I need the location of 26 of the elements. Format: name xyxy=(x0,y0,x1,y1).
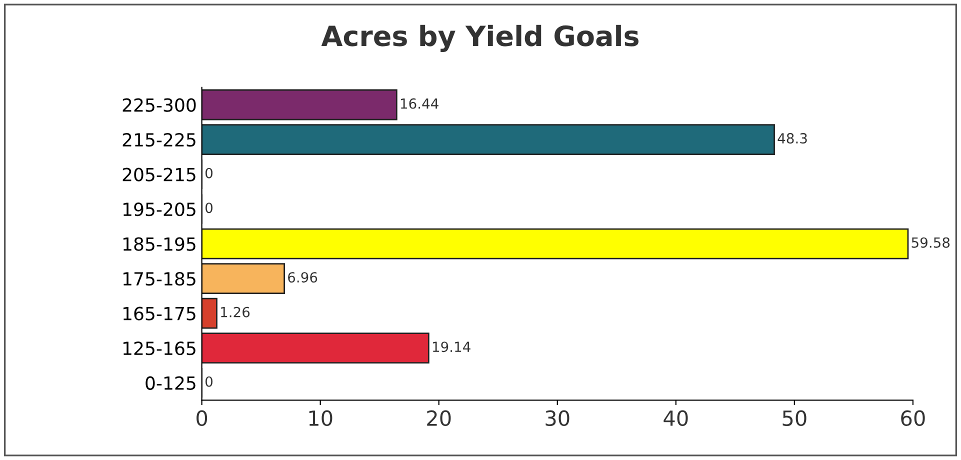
chart-title: Acres by Yield Goals xyxy=(321,24,638,52)
data-label: 19.14 xyxy=(432,342,470,352)
data-label: 59.58 xyxy=(912,237,950,248)
x-tick-label: 60 xyxy=(901,410,925,426)
data-label: 16.44 xyxy=(400,98,438,109)
data-label: 48.3 xyxy=(778,133,807,144)
x-tick-label: 30 xyxy=(546,410,570,426)
data-label: 0 xyxy=(206,168,212,178)
x-tick-label: 0 xyxy=(196,410,208,426)
y-tick-label: 225-300 xyxy=(122,98,196,112)
x-tick-label: 20 xyxy=(427,410,451,426)
y-tick-label: 0-125 xyxy=(146,376,196,390)
y-tick-label: 195-205 xyxy=(123,202,196,216)
data-label: 0 xyxy=(206,376,212,387)
y-tick-label: 165-175 xyxy=(123,306,196,320)
data-label: 1.26 xyxy=(221,306,250,318)
y-tick-label: 185-195 xyxy=(123,237,196,251)
y-tick-label: 215-225 xyxy=(122,132,196,147)
x-tick-label: 50 xyxy=(782,410,806,426)
y-tick-label: 205-215 xyxy=(122,168,196,182)
data-label: 0 xyxy=(206,202,212,214)
x-tick-label: 40 xyxy=(664,410,688,426)
y-tick-label: 125-165 xyxy=(123,342,196,356)
y-tick-label: 175-185 xyxy=(123,272,196,286)
data-label: 6.96 xyxy=(288,272,318,283)
x-tick-label: 10 xyxy=(309,410,332,426)
